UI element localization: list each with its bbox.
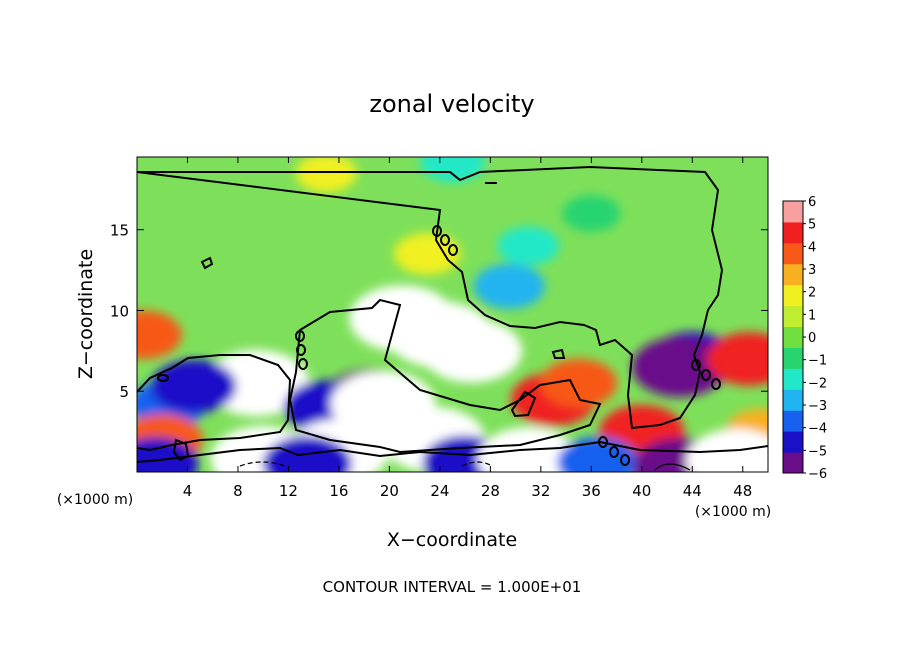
colorbar-band	[783, 368, 803, 390]
contour-line	[701, 369, 711, 381]
field-blob	[295, 157, 357, 193]
contour-line	[598, 436, 608, 448]
x-tick-label: 48	[733, 482, 752, 500]
contour-line-negative	[654, 463, 691, 471]
contour-line	[510, 390, 537, 418]
colorbar-band	[783, 242, 803, 265]
y-axis-label: Z−coordinate	[75, 249, 97, 379]
contour-line	[620, 454, 630, 466]
colorbar	[782, 200, 804, 474]
x-tick-label: 28	[481, 482, 500, 500]
contour-line-negative	[461, 461, 493, 467]
x-tick-label: 16	[329, 482, 348, 500]
colorbar-tick-label: −6	[808, 467, 827, 482]
x-tick-label: 12	[279, 482, 298, 500]
contour-line	[200, 256, 214, 270]
contour-line	[296, 344, 306, 356]
colorbar-band	[783, 389, 803, 411]
colorbar-band	[783, 284, 803, 307]
field-blob	[151, 359, 237, 414]
x-tick-label: 20	[380, 482, 399, 500]
colorbar-band	[783, 305, 803, 328]
plot-area	[137, 157, 768, 472]
field-blob	[631, 336, 728, 398]
y-tick-label: 5	[119, 383, 129, 401]
x-tick-label: 4	[183, 482, 193, 500]
y-axis-ticks: 5 10 15	[110, 222, 768, 401]
colorbar-tick-label: 6	[808, 195, 816, 210]
contour-line	[440, 234, 450, 246]
contour-line	[432, 225, 442, 237]
contour-line	[172, 438, 190, 462]
field-blob	[420, 318, 523, 383]
contour-line	[295, 330, 305, 342]
colorbar-band	[783, 326, 803, 348]
colorbar-tick-label: 3	[808, 263, 816, 278]
x-axis-ticks: 4 8 12 16 20 24 28 32 36 40 44 48	[183, 157, 752, 500]
colorbar-tick-label: −2	[808, 376, 827, 391]
colorbar-tick-label: −5	[808, 444, 827, 459]
colorbar-tick-label: −1	[808, 354, 827, 369]
colorbar-tick-label: 4	[808, 240, 816, 255]
colorbar-band	[783, 201, 803, 223]
contour-line	[551, 348, 566, 359]
chart-title: zonal velocity	[369, 90, 534, 118]
contour-line	[157, 374, 169, 382]
contour-line	[711, 378, 721, 390]
plot-frame	[136, 156, 769, 473]
contour-line	[137, 165, 724, 430]
contour-line	[609, 446, 619, 458]
y-tick-label: 10	[110, 302, 129, 320]
colorbar-tick-label: 5	[808, 218, 816, 233]
field-blob	[473, 263, 545, 309]
x-axis-label: X−coordinate	[387, 529, 517, 551]
x-tick-label: 40	[632, 482, 651, 500]
x-axis-unit-right: (×1000 m)	[695, 504, 771, 520]
colorbar-tick-label: 2	[808, 286, 816, 301]
contour-line	[298, 358, 308, 370]
field-blob	[540, 358, 618, 408]
colorbar-band	[783, 431, 803, 453]
colorbar-tick-label: 1	[808, 308, 816, 323]
colorbar-tick-label: 0	[808, 331, 816, 346]
colorbar-band	[783, 263, 803, 286]
y-tick-label: 15	[110, 222, 129, 240]
field-blob	[137, 310, 182, 359]
contour-line	[137, 354, 292, 452]
contour-line	[691, 359, 701, 371]
contour-interval-note: CONTOUR INTERVAL = 1.000E+01	[323, 578, 582, 596]
x-tick-label: 32	[531, 482, 550, 500]
colorbar-band	[783, 221, 803, 244]
field-blob	[557, 436, 639, 472]
zero-contours	[137, 165, 768, 471]
field-blob	[497, 226, 559, 266]
colorbar-band	[783, 347, 803, 369]
colorbar-band	[783, 452, 803, 474]
contour-line-negative	[239, 461, 286, 467]
field-blob	[394, 233, 461, 275]
contour-line	[137, 440, 768, 463]
colorbar-tick-label: −4	[808, 422, 827, 437]
field-blobs	[137, 157, 768, 472]
contour-line	[288, 298, 602, 454]
field-blob	[562, 195, 621, 232]
field-blob	[706, 332, 768, 386]
x-tick-label: 44	[683, 482, 702, 500]
x-axis-unit-left: (×1000 m)	[57, 492, 133, 508]
colorbar-band	[783, 410, 803, 432]
x-tick-label: 8	[233, 482, 243, 500]
x-tick-label: 36	[582, 482, 601, 500]
colorbar-labels: 6 5 4 3 2 1 0 −1 −2 −3 −4 −5 −6	[803, 195, 827, 482]
field-blob	[420, 157, 485, 183]
contour-line	[448, 244, 458, 256]
x-tick-label: 24	[430, 482, 449, 500]
colorbar-tick-label: −3	[808, 399, 827, 414]
field-blob	[137, 437, 199, 472]
